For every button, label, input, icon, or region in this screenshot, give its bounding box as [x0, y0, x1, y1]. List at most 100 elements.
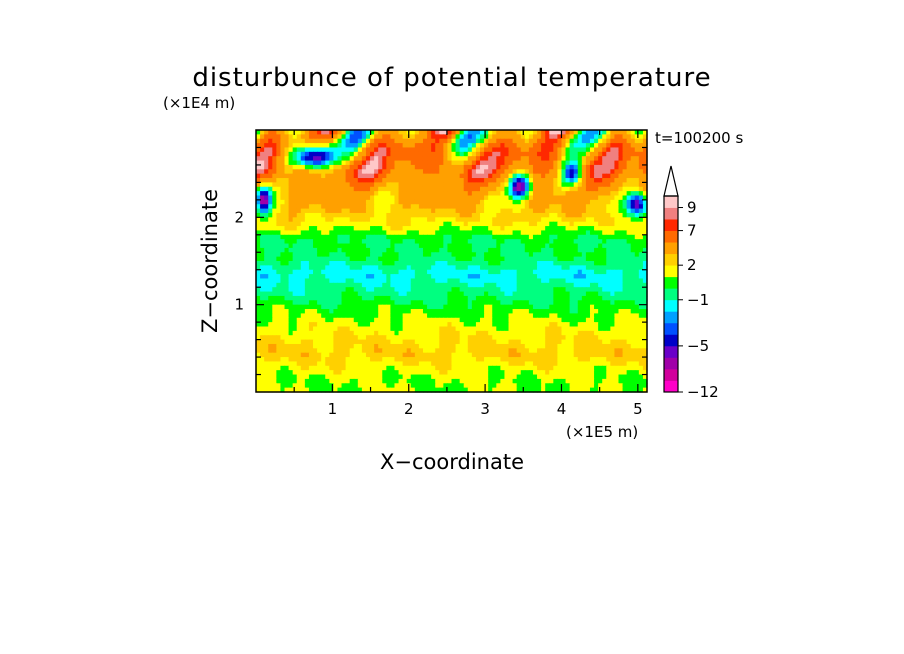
- heatmap-cell: [610, 278, 616, 284]
- heatmap-cell: [512, 173, 518, 179]
- heatmap-cell: [337, 160, 343, 166]
- heatmap-cell: [618, 278, 624, 284]
- heatmap-cell: [329, 134, 334, 140]
- heatmap-cell: [496, 191, 501, 197]
- heatmap-cell: [500, 326, 506, 332]
- heatmap-cell: [602, 295, 607, 301]
- heatmap-cell: [577, 300, 583, 306]
- heatmap-cell: [427, 169, 432, 175]
- heatmap-cell: [508, 278, 514, 284]
- heatmap-cell: [516, 169, 522, 175]
- heatmap-cell: [524, 309, 530, 314]
- heatmap-cell: [341, 208, 347, 214]
- heatmap-cell: [459, 134, 465, 140]
- heatmap-cell: [577, 239, 583, 245]
- heatmap-cell: [361, 186, 367, 192]
- heatmap-cell: [300, 269, 306, 275]
- heatmap-cell: [337, 278, 343, 284]
- heatmap-cell: [622, 239, 628, 245]
- heatmap-cell: [634, 295, 640, 301]
- heatmap-cell: [268, 191, 273, 197]
- heatmap-cell: [589, 274, 595, 280]
- heatmap-cell: [553, 317, 558, 323]
- heatmap-cell: [386, 182, 391, 188]
- heatmap-cell: [618, 326, 624, 332]
- heatmap-cell: [361, 274, 367, 280]
- heatmap-cell: [496, 317, 501, 323]
- heatmap-cell: [512, 156, 518, 162]
- heatmap-cell: [630, 256, 636, 262]
- heatmap-cell: [422, 239, 428, 245]
- heatmap-cell: [545, 160, 550, 166]
- heatmap-cell: [345, 212, 351, 218]
- heatmap-cell: [545, 291, 550, 297]
- heatmap-cell: [394, 274, 400, 280]
- heatmap-cell: [313, 300, 318, 306]
- heatmap-cell: [504, 274, 510, 280]
- heatmap-cell: [508, 138, 514, 144]
- heatmap-cell: [280, 317, 286, 323]
- heatmap-cell: [484, 295, 489, 301]
- heatmap-cell: [394, 156, 400, 162]
- heatmap-cell: [484, 134, 489, 140]
- heatmap-cell: [598, 300, 603, 306]
- heatmap-cell: [447, 182, 453, 188]
- heatmap-cell: [439, 300, 444, 306]
- heatmap-cell: [292, 243, 298, 249]
- heatmap-cell: [410, 208, 416, 214]
- heatmap-cell: [288, 221, 294, 227]
- heatmap-cell: [439, 278, 444, 284]
- heatmap-cell: [573, 339, 579, 345]
- heatmap-cell: [524, 217, 530, 223]
- heatmap-cell: [512, 239, 518, 245]
- heatmap-cell: [622, 212, 628, 218]
- heatmap-cell: [614, 160, 620, 166]
- heatmap-cell: [313, 330, 318, 336]
- heatmap-cell: [386, 287, 391, 293]
- heatmap-cell: [349, 169, 355, 175]
- heatmap-cell: [304, 287, 310, 293]
- heatmap-cell: [451, 182, 457, 188]
- heatmap-cell: [300, 309, 306, 314]
- heatmap-cell: [256, 212, 261, 218]
- heatmap-cell: [431, 304, 436, 310]
- heatmap-cell: [594, 317, 599, 323]
- heatmap-cell: [528, 226, 534, 232]
- heatmap-cell: [557, 261, 563, 266]
- heatmap-cell: [353, 274, 359, 280]
- heatmap-cell: [333, 143, 339, 149]
- heatmap-cell: [431, 226, 436, 232]
- heatmap-cell: [610, 204, 616, 210]
- heatmap-cell: [308, 186, 314, 192]
- heatmap-cell: [300, 317, 306, 323]
- heatmap-cell: [296, 160, 302, 166]
- heatmap-cell: [447, 204, 453, 210]
- heatmap-cell: [484, 313, 489, 319]
- heatmap-cell: [378, 134, 383, 140]
- heatmap-cell: [272, 309, 277, 314]
- heatmap-cell: [410, 343, 416, 349]
- heatmap-cell: [634, 186, 640, 192]
- heatmap-cell: [264, 230, 269, 236]
- heatmap-cell: [512, 226, 518, 232]
- heatmap-cell: [594, 221, 599, 227]
- heatmap-cell: [353, 300, 359, 306]
- heatmap-cell: [569, 186, 575, 192]
- heatmap-cell: [614, 247, 620, 253]
- heatmap-cell: [325, 147, 330, 153]
- heatmap-cell: [642, 151, 648, 157]
- heatmap-cell: [374, 234, 379, 240]
- heatmap-cell: [292, 313, 298, 319]
- heatmap-cell: [459, 335, 465, 341]
- heatmap-cell: [634, 217, 640, 223]
- heatmap-cell: [439, 208, 444, 214]
- heatmap-cell: [569, 221, 575, 227]
- heatmap-cell: [325, 173, 330, 179]
- heatmap-cell: [422, 247, 428, 253]
- heatmap-cell: [496, 339, 501, 345]
- heatmap-cell: [313, 256, 318, 262]
- heatmap-cell: [594, 261, 599, 266]
- heatmap-cell: [272, 239, 277, 245]
- heatmap-cell: [374, 226, 379, 232]
- heatmap-cell: [492, 304, 497, 310]
